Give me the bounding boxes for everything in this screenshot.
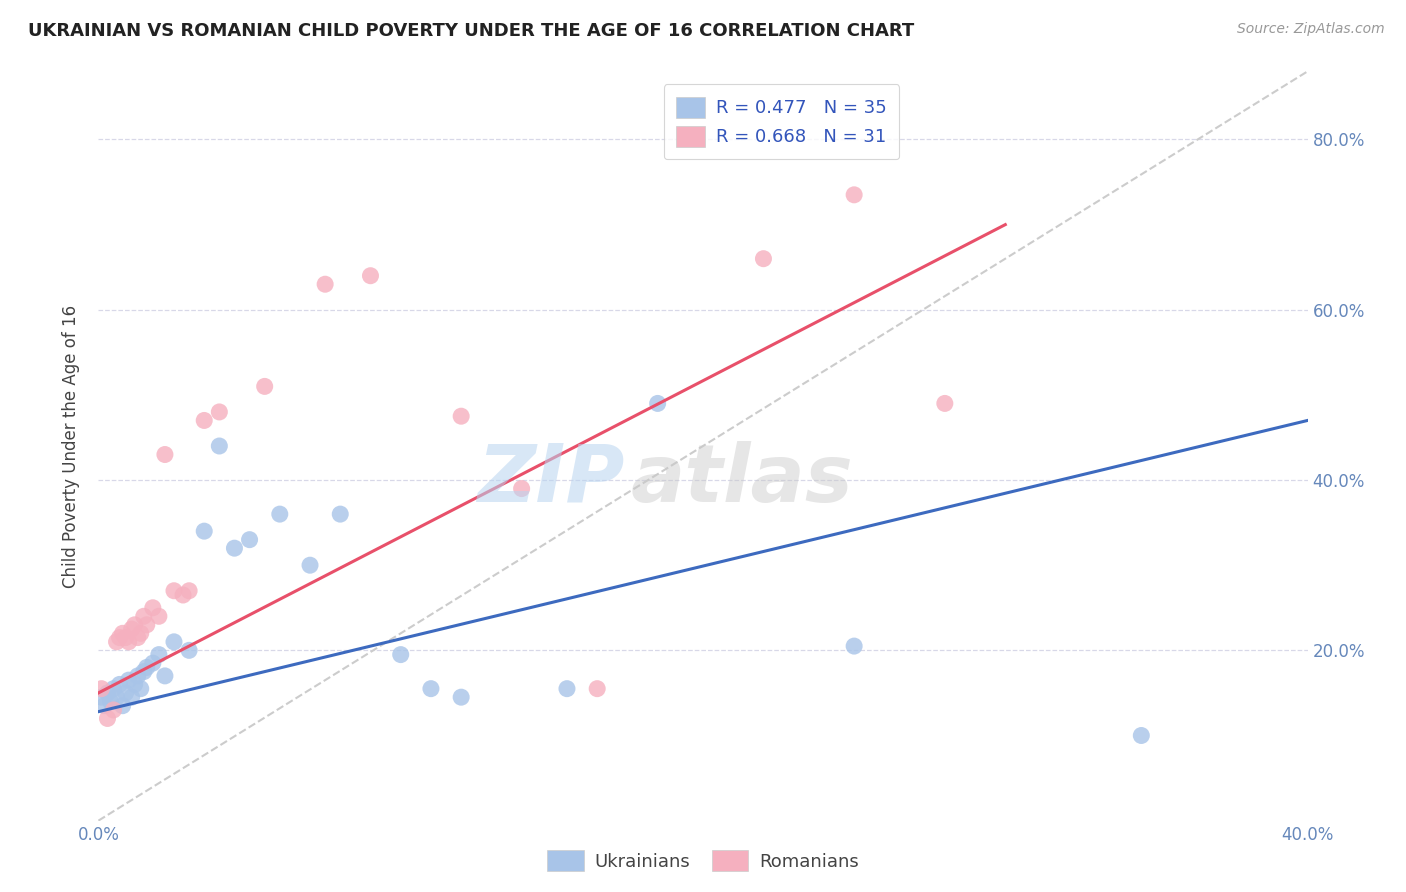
Point [299, 558, 322, 573]
Point [253, 379, 276, 393]
Point [269, 507, 291, 521]
Point [129, 681, 152, 696]
Point [844, 639, 866, 653]
Point [108, 677, 131, 691]
Point [420, 681, 443, 696]
Point [105, 690, 128, 705]
Point [135, 617, 157, 632]
Point [329, 507, 352, 521]
Point [105, 635, 128, 649]
Point [93, 698, 115, 713]
Point [844, 187, 866, 202]
Point [360, 268, 382, 283]
Point [103, 703, 125, 717]
Point [142, 656, 165, 670]
Point [510, 482, 533, 496]
Point [148, 609, 170, 624]
Point [118, 635, 141, 649]
Point [111, 626, 134, 640]
Point [193, 524, 215, 538]
Legend: Ukrainians, Romanians: Ukrainians, Romanians [540, 843, 866, 879]
Point [586, 681, 609, 696]
Point [90, 690, 112, 705]
Point [132, 609, 155, 624]
Point [108, 631, 131, 645]
Text: ZIP: ZIP [477, 441, 624, 519]
Point [172, 588, 194, 602]
Point [127, 669, 149, 683]
Point [934, 396, 956, 410]
Point [555, 681, 578, 696]
Point [142, 600, 165, 615]
Point [752, 252, 775, 266]
Point [132, 665, 155, 679]
Point [121, 690, 143, 705]
Point [127, 631, 149, 645]
Point [208, 405, 231, 419]
Point [153, 669, 176, 683]
Point [103, 681, 125, 696]
Point [179, 643, 201, 657]
Point [450, 409, 472, 424]
Point [148, 648, 170, 662]
Text: atlas: atlas [630, 441, 853, 519]
Point [114, 686, 136, 700]
Point [193, 413, 215, 427]
Point [1130, 729, 1153, 743]
Point [129, 626, 152, 640]
Point [118, 673, 141, 688]
Text: Source: ZipAtlas.com: Source: ZipAtlas.com [1237, 22, 1385, 37]
Point [100, 694, 122, 708]
Point [153, 448, 176, 462]
Point [314, 277, 336, 292]
Point [114, 631, 136, 645]
Point [124, 677, 146, 691]
Point [96, 686, 118, 700]
Point [90, 681, 112, 696]
Point [96, 711, 118, 725]
Point [450, 690, 472, 705]
Point [224, 541, 246, 556]
Text: UKRAINIAN VS ROMANIAN CHILD POVERTY UNDER THE AGE OF 16 CORRELATION CHART: UKRAINIAN VS ROMANIAN CHILD POVERTY UNDE… [28, 22, 914, 40]
Point [179, 583, 201, 598]
Y-axis label: Child Poverty Under the Age of 16: Child Poverty Under the Age of 16 [62, 304, 80, 588]
Point [389, 648, 412, 662]
Point [208, 439, 231, 453]
Point [163, 583, 186, 598]
Legend: R = 0.477   N = 35, R = 0.668   N = 31: R = 0.477 N = 35, R = 0.668 N = 31 [664, 84, 900, 160]
Point [124, 617, 146, 632]
Point [647, 396, 669, 410]
Point [111, 698, 134, 713]
Point [135, 660, 157, 674]
Point [239, 533, 262, 547]
Point [163, 635, 186, 649]
Point [121, 622, 143, 636]
